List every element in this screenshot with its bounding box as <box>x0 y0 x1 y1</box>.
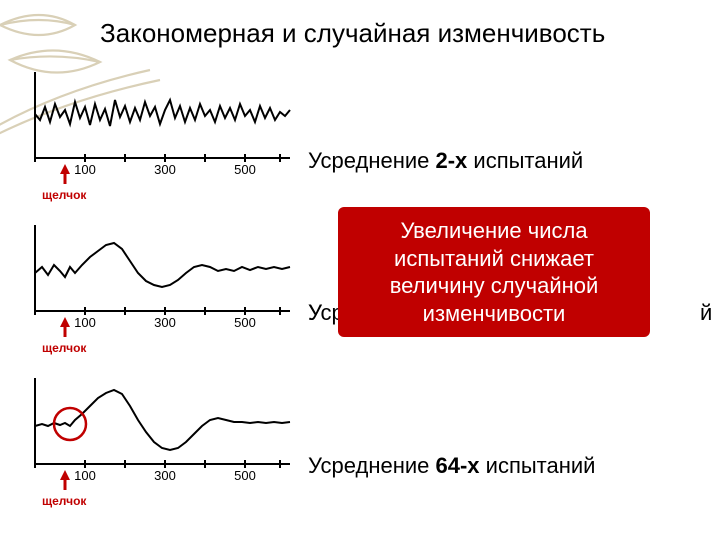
svg-text:500: 500 <box>234 315 256 330</box>
svg-text:100: 100 <box>74 468 96 483</box>
trace <box>35 100 290 126</box>
svg-text:100: 100 <box>74 315 96 330</box>
callout-line-4: изменчивости <box>352 300 636 328</box>
callout-box: Увеличение числа испытаний снижает велич… <box>338 207 650 337</box>
caption-pre: Усреднение <box>308 453 436 478</box>
trace <box>35 390 290 450</box>
callout-line-3: величину случайной <box>352 272 636 300</box>
caption-bold: 2-х <box>436 148 468 173</box>
click-label-panel-64: щелчок <box>42 494 86 508</box>
click-label-panel-16: щелчок <box>42 341 86 355</box>
caption-16-right-frag: й <box>700 300 712 326</box>
callout-line-1: Увеличение числа <box>352 217 636 245</box>
svg-text:300: 300 <box>154 162 176 177</box>
panel-2: 100 300 500 <box>20 62 295 187</box>
svg-text:500: 500 <box>234 162 256 177</box>
callout-line-2: испытаний снижает <box>352 245 636 273</box>
caption-pre: Усреднение <box>308 148 436 173</box>
caption-bold: 64-х <box>436 453 480 478</box>
svg-text:300: 300 <box>154 315 176 330</box>
svg-text:500: 500 <box>234 468 256 483</box>
svg-text:300: 300 <box>154 468 176 483</box>
caption-panel-2: Усреднение 2-х испытаний <box>308 148 583 174</box>
caption-16-left-frag: У <box>308 300 322 326</box>
chart-svg: 100 300 500 <box>20 62 295 197</box>
caption-panel-64: Усреднение 64-х испытаний <box>308 453 595 479</box>
trace <box>35 243 290 287</box>
chart-svg: 100 300 500 <box>20 215 295 350</box>
caption-post: испытаний <box>467 148 583 173</box>
caption-post: испытаний <box>480 453 596 478</box>
click-label-panel-2: щелчок <box>42 188 86 202</box>
panel-64: 100 300 500 <box>20 368 295 493</box>
panel-16: 100 300 500 <box>20 215 295 340</box>
chart-svg: 100 300 500 <box>20 368 295 503</box>
svg-text:100: 100 <box>74 162 96 177</box>
slide-title: Закономерная и случайная изменчивость <box>100 18 605 49</box>
